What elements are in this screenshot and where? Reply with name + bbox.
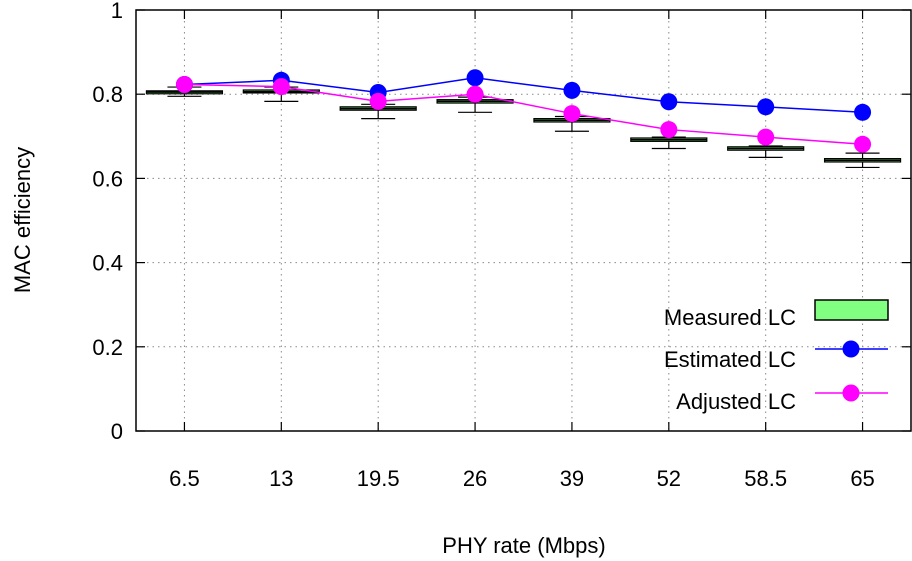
y-axis-title: MAC efficiency	[10, 147, 35, 293]
x-tick-label: 39	[560, 466, 584, 491]
legend-label-estimated: Estimated LC	[664, 347, 796, 372]
data-point-adjusted-lc	[854, 135, 872, 153]
data-point-adjusted-lc	[272, 78, 290, 96]
measured-boxes	[145, 86, 902, 169]
series-lines	[184, 77, 863, 146]
grid-lines	[136, 10, 911, 431]
data-point-estimated-lc	[466, 69, 484, 87]
data-point-estimated-lc	[854, 103, 872, 121]
data-point-estimated-lc	[563, 81, 581, 99]
y-ticks: 0 0.2 0.4 0.6 0.8 1	[92, 0, 911, 444]
series-points	[175, 69, 872, 153]
plot-frame	[135, 9, 912, 432]
y-tick-label: 0.6	[92, 166, 123, 191]
series-line-adjusted-lc	[184, 83, 863, 146]
data-point-adjusted-lc	[660, 121, 678, 139]
data-point-adjusted-lc	[369, 92, 387, 110]
x-tick-label: 13	[269, 466, 293, 491]
x-tick-label: 58.5	[744, 466, 787, 491]
x-tick-label: 65	[850, 466, 874, 491]
x-tick-label: 6.5	[169, 466, 200, 491]
data-point-adjusted-lc	[563, 105, 581, 123]
legend-label-adjusted: Adjusted LC	[676, 389, 796, 414]
x-tick-label: 52	[657, 466, 681, 491]
legend-swatch-measured	[814, 299, 889, 321]
data-point-adjusted-lc	[466, 85, 484, 103]
legend: Measured LC Estimated LC Adjusted LC	[664, 299, 889, 414]
data-point-estimated-lc	[660, 93, 678, 111]
data-point-estimated-lc	[757, 98, 775, 116]
legend-label-measured: Measured LC	[664, 305, 796, 330]
legend-marker-estimated	[842, 340, 860, 358]
series-line-estimated-lc	[184, 77, 863, 114]
x-tick-label: 19.5	[357, 466, 400, 491]
x-axis-title: PHY rate (Mbps)	[442, 533, 605, 558]
y-tick-label: 0.8	[92, 82, 123, 107]
y-tick-label: 0.4	[92, 251, 123, 276]
legend-marker-adjusted	[842, 384, 860, 402]
y-tick-label: 1	[111, 0, 123, 23]
y-tick-label: 0	[111, 419, 123, 444]
data-point-adjusted-lc	[175, 76, 193, 94]
x-tick-label: 26	[463, 466, 487, 491]
y-tick-label: 0.2	[92, 335, 123, 360]
data-point-adjusted-lc	[757, 128, 775, 146]
x-ticks: 6.5 13 19.5 26 39 52 58.5 65	[169, 10, 875, 491]
